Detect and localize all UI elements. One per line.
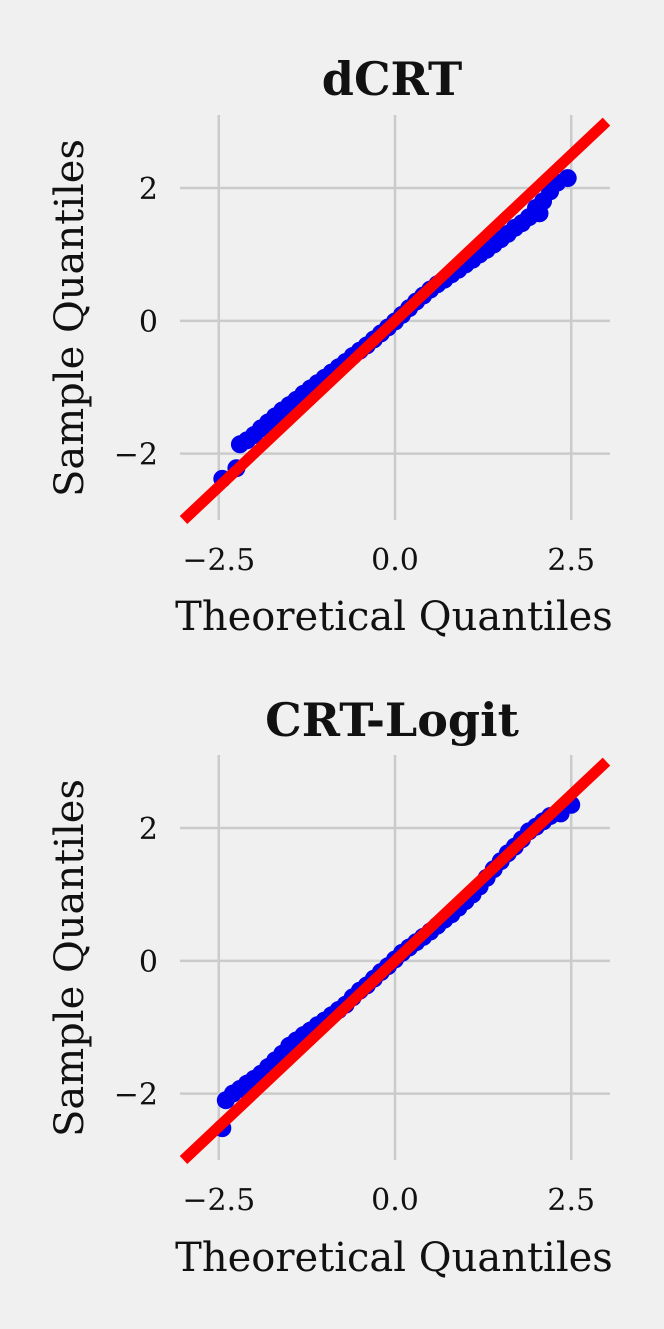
y-tick-label: 2	[139, 812, 158, 847]
y-axis-label: Sample Quantiles	[47, 779, 93, 1137]
x-tick-label: 2.5	[547, 1183, 595, 1218]
y-tick-label: −2	[114, 1078, 158, 1113]
tick-labels: −2.5 0.0 2.5 −2 0 2	[114, 812, 595, 1218]
x-tick-label: 2.5	[547, 543, 595, 578]
data-point	[558, 169, 577, 188]
qq-plot-dcrt: dCRT −2.5 0.0 2.5 −2 0 2 Theoretical Quantile…	[47, 52, 613, 640]
chart-title: dCRT	[322, 52, 462, 106]
reference-line	[179, 117, 611, 525]
y-tick-label: −2	[114, 438, 158, 473]
reference-line-layer	[179, 757, 611, 1165]
x-axis-label: Theoretical Quantiles	[175, 594, 613, 640]
y-tick-label: 2	[139, 172, 158, 207]
y-axis-label: Sample Quantiles	[47, 139, 93, 497]
chart-title: CRT-Logit	[265, 693, 519, 747]
x-axis-label: Theoretical Quantiles	[175, 1235, 613, 1281]
y-tick-label: 0	[139, 305, 158, 340]
x-tick-label: −2.5	[182, 1183, 255, 1218]
qq-plot-crt-logit: CRT-Logit −2.5 0.0 2.5 −2 0 2 Theoretical Qua…	[47, 693, 613, 1281]
x-tick-label: −2.5	[182, 543, 255, 578]
y-tick-label: 0	[139, 945, 158, 980]
x-tick-label: 0.0	[371, 543, 419, 578]
reference-line-layer	[179, 117, 611, 525]
tick-labels: −2.5 0.0 2.5 −2 0 2	[114, 172, 595, 578]
reference-line	[179, 757, 611, 1165]
x-tick-label: 0.0	[371, 1183, 419, 1218]
